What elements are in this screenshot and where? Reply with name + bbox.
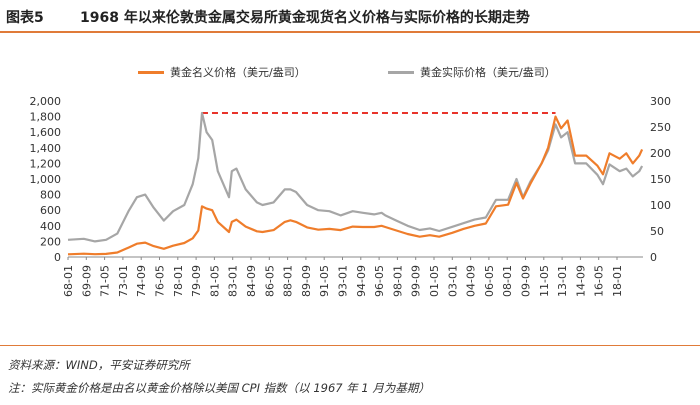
left-axis-tick-label: 1,800: [30, 111, 62, 124]
left-axis-tick-label: 2,000: [30, 95, 62, 108]
legend-item-nominal: 黄金名义价格（美元/盎司）: [138, 64, 306, 80]
x-axis-tick-label: 93-01: [337, 265, 350, 297]
left-axis-tick-label: 400: [40, 220, 61, 233]
left-axis-tick-label: 200: [40, 235, 61, 248]
left-axis-tick-label: 0: [54, 251, 61, 264]
x-axis-tick-label: 79-09: [190, 265, 203, 297]
right-axis-tick-label: 250: [650, 121, 671, 134]
x-axis-tick-label: 86-05: [263, 265, 276, 297]
legend-label-nominal: 黄金名义价格（美元/盎司）: [170, 66, 306, 79]
legend-item-real: 黄金实际价格（美元/盎司）: [388, 64, 556, 80]
figure-label: 图表5: [6, 10, 44, 26]
x-axis-tick-label: 74-09: [135, 265, 148, 297]
x-axis-tick-label: 18-01: [611, 265, 624, 297]
x-axis-tick-label: 89-09: [300, 265, 313, 297]
x-axis-tick-label: 84-09: [245, 265, 258, 297]
right-axis-tick-label: 200: [650, 147, 671, 160]
x-axis-tick-label: 98-01: [391, 265, 404, 297]
left-axis-ticks: 0 200 400 600 800 1,000 1,200 1,400 1,600 1,800 2,…: [30, 95, 62, 264]
figure-title: 1968 年以来伦敦贵金属交易所黄金现货名义价格与实际价格的长期走势: [80, 10, 530, 26]
right-axis-tick-label: 300: [650, 95, 671, 108]
x-axis-tick-label: 14-09: [574, 265, 587, 297]
x-axis-tick-label: 11-05: [538, 265, 551, 297]
right-axis-tick-label: 0: [650, 251, 657, 264]
series-line-nominal: [67, 115, 644, 256]
x-axis-tick-label: 06-05: [483, 265, 496, 297]
x-axis-tick-label: 68-01: [62, 265, 75, 297]
x-axis-tick-label: 83-01: [227, 265, 240, 297]
x-axis-tick-label: 16-05: [593, 265, 606, 297]
left-axis-tick-label: 800: [40, 189, 61, 202]
x-axis-tick-label: 69-09: [80, 265, 93, 297]
left-axis-tick-label: 600: [40, 204, 61, 217]
legend-swatch-real: [388, 70, 414, 74]
gold-price-chart: 0 200 400 600 800 1,000 1,200 1,400 1,600 1,800 2,…: [30, 95, 672, 297]
x-axis-tick-label: 76-05: [154, 265, 167, 297]
left-axis-tick-label: 1,000: [30, 173, 62, 186]
series-line-real: [67, 111, 644, 243]
header-divider: [0, 31, 700, 33]
left-axis-tick-label: 1,600: [30, 126, 62, 139]
x-axis-tick-label: 94-09: [355, 265, 368, 297]
right-axis-tick-label: 100: [650, 199, 671, 212]
x-axis-tick-label: 88-01: [282, 265, 295, 297]
x-axis-tick-label: 09-09: [520, 265, 533, 297]
chart-legend: 黄金名义价格（美元/盎司） 黄金实际价格（美元/盎司）: [0, 64, 700, 84]
x-axis-ticks: 68-01 69-09 71-05 73-01 74-09 76-05 78-01 79-09…: [62, 257, 624, 297]
x-axis-tick-label: 08-01: [501, 265, 514, 297]
x-axis-tick-label: 96-05: [373, 265, 386, 297]
x-axis-tick-label: 73-01: [117, 265, 130, 297]
left-axis-tick-label: 1,400: [30, 142, 62, 155]
x-axis-tick-label: 01-05: [428, 265, 441, 297]
footnote: 注：实际黄金价格是由名以黄金价格除以美国 CPI 指数（以 1967 年 1 月…: [8, 381, 430, 395]
legend-label-real: 黄金实际价格（美元/盎司）: [420, 66, 556, 79]
x-axis-tick-label: 71-05: [99, 265, 112, 297]
footer-divider: [0, 345, 700, 346]
report-header: 图表5 1968 年以来伦敦贵金属交易所黄金现货名义价格与实际价格的长期走势: [0, 0, 700, 32]
source-note: 资料来源：WIND，平安证券研究所: [8, 358, 190, 372]
right-axis-tick-label: 150: [650, 173, 671, 186]
x-axis-tick-label: 91-05: [318, 265, 331, 297]
x-axis-tick-label: 13-01: [556, 265, 569, 297]
legend-swatch-nominal: [138, 70, 164, 74]
right-axis-tick-label: 50: [650, 225, 664, 238]
x-axis-tick-label: 78-01: [172, 265, 185, 297]
x-axis-tick-label: 99-09: [410, 265, 423, 297]
x-axis-tick-label: 04-09: [465, 265, 478, 297]
x-axis-tick-label: 81-05: [208, 265, 221, 297]
right-axis-ticks: 0 50 100 150 200 250 300: [650, 95, 671, 264]
left-axis-tick-label: 1,200: [30, 157, 62, 170]
x-axis-tick-label: 03-01: [446, 265, 459, 297]
